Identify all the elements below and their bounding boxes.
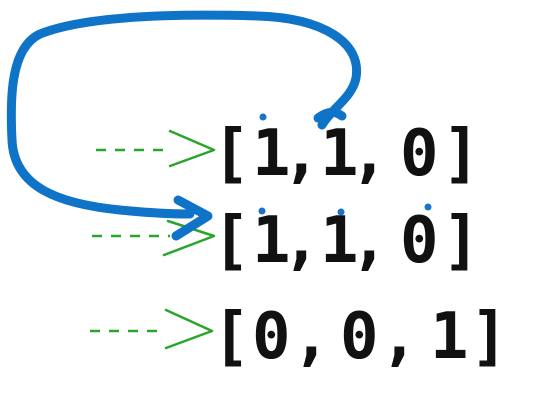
- row-pointer-arrows: [90, 129, 216, 350]
- row-1-separator-2: ,: [350, 117, 389, 191]
- row-3-close-bracket: ]: [470, 300, 509, 374]
- row-3-open-bracket: [: [212, 300, 251, 374]
- row-link-arc: [6, 10, 362, 241]
- row-2-cell-1: 1: [252, 204, 291, 278]
- row-2-cell-1-dot: [258, 207, 266, 215]
- row-2-cell-2: 1: [320, 204, 359, 278]
- matrix-row-1: [ 1 , 1 , 0 ]: [212, 113, 481, 191]
- row-1-cell-2: 1: [320, 117, 359, 191]
- row-2-separator-2: ,: [350, 204, 389, 278]
- matrix-row-2: [ 1 , 1 , 0 ]: [212, 203, 481, 278]
- row-3-pointer-arrow: [90, 308, 214, 350]
- row-1-open-bracket: [: [212, 117, 251, 191]
- row-3-cell-1: 0: [252, 300, 291, 374]
- row-1-separator-1: ,: [282, 117, 321, 191]
- row-2-close-bracket: ]: [442, 204, 481, 278]
- row-2-separator-1: ,: [282, 204, 321, 278]
- row-3-separator-1: ,: [292, 300, 331, 374]
- row-1-close-bracket: ]: [442, 117, 481, 191]
- arc-arrowhead: [171, 195, 213, 241]
- row-2-cell-3: 0: [400, 204, 439, 278]
- row-3-separator-2: ,: [380, 300, 419, 374]
- matrix-rows: [ 1 , 1 , 0 ] [ 1 , 1 , 0 ]: [212, 113, 509, 374]
- row-1-pointer-arrow: [96, 129, 216, 168]
- matrix-row-3: [ 0 , 0 , 1 ]: [212, 300, 509, 374]
- row-2-cell-2-dot: [337, 208, 345, 216]
- row-1-cell-1-dot: [259, 113, 267, 121]
- row-2-open-bracket: [: [212, 204, 251, 278]
- row-2-cell-3-dot: [424, 203, 432, 211]
- row-1-cell-1: 1: [252, 117, 291, 191]
- row-3-cell-2: 0: [340, 300, 379, 374]
- row-1-cell-3: 0: [400, 117, 439, 191]
- row-3-cell-3: 1: [430, 300, 469, 374]
- row-2-pointer-arrow: [92, 219, 216, 257]
